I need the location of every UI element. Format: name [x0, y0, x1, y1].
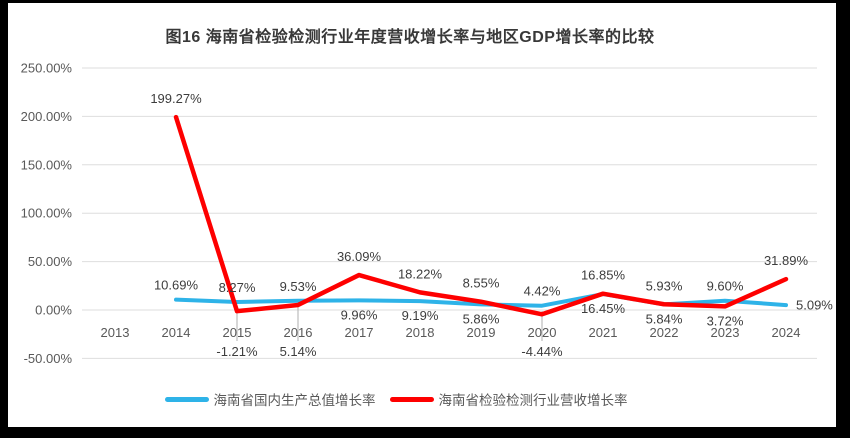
data-label: 9.60%: [707, 279, 744, 294]
x-axis-tick: 2022: [650, 325, 679, 340]
plot-area: 250.00% 200.00% 150.00% 100.00% 50.00% 0.00% -…: [21, 61, 834, 366]
y-axis-tick: 150.00%: [21, 157, 73, 172]
y-axis-tick: 50.00%: [28, 254, 73, 269]
x-axis-tick: 2023: [711, 325, 740, 340]
industry-line-swatch: [389, 396, 434, 402]
chart-title: 图16 海南省检验检测行业年度营收增长率与地区GDP增长率的比较: [165, 29, 655, 46]
y-axis-tick: 100.00%: [21, 206, 73, 221]
y-axis-tick: 250.00%: [21, 61, 73, 76]
data-label: 5.09%: [796, 298, 833, 313]
y-axis-tick: 200.00%: [21, 109, 73, 124]
data-label: 3.72%: [707, 313, 744, 328]
x-axis-tick: 2013: [101, 325, 130, 340]
data-label: 5.86%: [463, 311, 500, 326]
x-axis-tick: 2017: [345, 325, 374, 340]
industry-revenue-growth-line: [173, 114, 789, 317]
legend-item-gdp: 海南省国内生产总值增长率: [164, 389, 376, 409]
legend-label-gdp: 海南省国内生产总值增长率: [213, 393, 376, 408]
data-label: 18.22%: [398, 266, 443, 281]
x-axis-tick: 2014: [162, 325, 191, 340]
data-label: 16.85%: [581, 268, 626, 283]
x-axis-tick: 2021: [589, 325, 618, 340]
data-label: 9.53%: [280, 279, 317, 294]
x-axis-tick: 2018: [406, 325, 435, 340]
data-label: 4.42%: [524, 284, 561, 299]
data-label: 9.19%: [402, 308, 439, 323]
data-label: 5.93%: [646, 278, 683, 293]
data-label: 9.96%: [341, 307, 378, 322]
chart-canvas: 250.00% 200.00% 150.00% 100.00% 50.00% 0.00% -…: [8, 3, 836, 427]
data-label: 10.69%: [154, 278, 199, 293]
data-label: 5.14%: [280, 344, 317, 359]
data-label: -4.44%: [521, 344, 563, 359]
x-axis-tick: 2019: [467, 325, 496, 340]
legend-label-industry: 海南省检验检测行业营收增长率: [438, 393, 628, 408]
data-label: 16.45%: [581, 301, 626, 316]
gdp-line-swatch: [164, 396, 209, 402]
x-axis-tick: 2024: [772, 325, 801, 340]
y-axis-tick: 0.00%: [35, 303, 72, 318]
data-label: 36.09%: [337, 249, 382, 264]
data-label: 8.55%: [463, 276, 500, 291]
data-label: 199.27%: [150, 91, 202, 106]
data-label: -1.21%: [216, 344, 258, 359]
legend-item-industry: 海南省检验检测行业营收增长率: [389, 389, 628, 409]
data-label: 8.27%: [219, 280, 256, 295]
data-label: 5.84%: [646, 311, 683, 326]
y-axis-tick: -50.00%: [24, 351, 73, 366]
data-label: 31.89%: [764, 253, 809, 268]
legend: 海南省国内生产总值增长率 海南省检验检测行业营收增长率: [0, 389, 810, 409]
